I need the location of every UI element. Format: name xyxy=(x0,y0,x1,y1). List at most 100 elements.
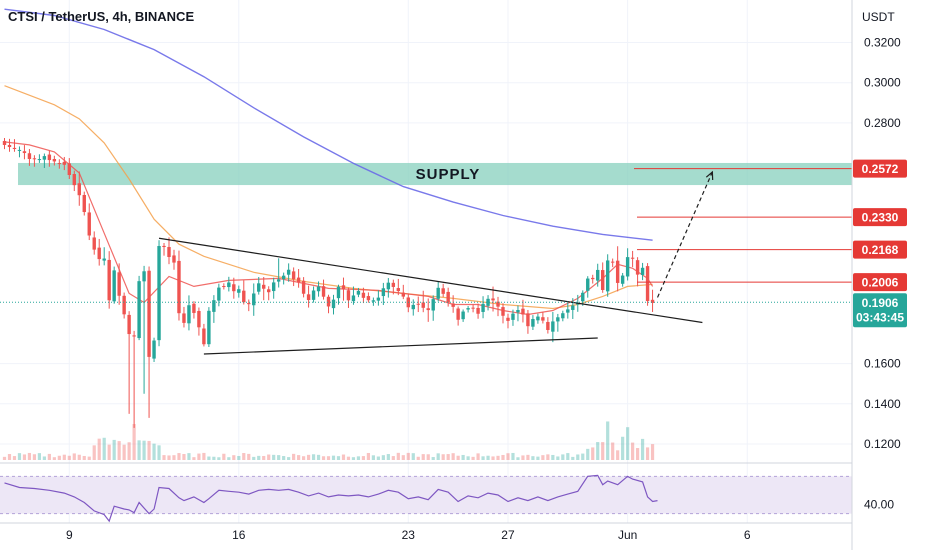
rsi-line[interactable] xyxy=(4,474,658,523)
candle-body[interactable] xyxy=(426,308,430,311)
candle-body[interactable] xyxy=(486,298,490,306)
candle-body[interactable] xyxy=(326,296,331,307)
candle-body[interactable] xyxy=(566,309,570,313)
candle-body[interactable] xyxy=(531,318,535,327)
candle-body[interactable] xyxy=(177,260,181,314)
candle-body[interactable] xyxy=(321,286,326,297)
candle-body[interactable] xyxy=(92,237,96,250)
price-levels[interactable]: 0.2572 0.2330 0.2168 0.2006 xyxy=(634,159,907,292)
candle-body[interactable] xyxy=(237,289,241,293)
candle-body[interactable] xyxy=(481,303,485,312)
candle-body[interactable] xyxy=(42,156,47,160)
candle-body[interactable] xyxy=(356,290,361,295)
candle-body[interactable] xyxy=(2,140,7,145)
candle-body[interactable] xyxy=(27,153,32,159)
candle-body[interactable] xyxy=(346,290,351,301)
candle-body[interactable] xyxy=(122,295,126,315)
candle-body[interactable] xyxy=(341,285,346,290)
candle-body[interactable] xyxy=(227,282,231,288)
candle-body[interactable] xyxy=(276,279,281,282)
candle-body[interactable] xyxy=(72,174,76,186)
candle-body[interactable] xyxy=(242,290,246,303)
candle-body[interactable] xyxy=(296,277,301,283)
candlesticks[interactable] xyxy=(2,137,655,428)
candle-body[interactable] xyxy=(306,294,311,301)
candle-body[interactable] xyxy=(217,287,221,301)
candle-body[interactable] xyxy=(286,269,291,275)
candle-body[interactable] xyxy=(610,261,615,263)
candle-body[interactable] xyxy=(57,163,62,165)
candle-body[interactable] xyxy=(506,317,510,321)
candle-body[interactable] xyxy=(32,158,37,160)
candle-body[interactable] xyxy=(187,305,191,324)
candle-body[interactable] xyxy=(601,270,605,290)
candle-body[interactable] xyxy=(620,275,625,284)
candle-body[interactable] xyxy=(416,303,420,305)
candle-body[interactable] xyxy=(366,296,371,301)
candle-body[interactable] xyxy=(117,272,121,296)
candle-body[interactable] xyxy=(212,300,216,312)
candle-body[interactable] xyxy=(77,183,81,196)
candle-body[interactable] xyxy=(37,159,42,161)
candle-body[interactable] xyxy=(605,260,610,292)
candle-body[interactable] xyxy=(262,284,266,289)
candle-body[interactable] xyxy=(197,310,201,328)
candle-body[interactable] xyxy=(22,151,27,154)
candle-body[interactable] xyxy=(645,266,650,302)
candle-body[interactable] xyxy=(521,308,525,315)
candle-body[interactable] xyxy=(351,295,356,302)
candle-body[interactable] xyxy=(446,291,450,303)
candle-body[interactable] xyxy=(311,290,316,300)
candle-body[interactable] xyxy=(267,289,271,293)
candle-body[interactable] xyxy=(172,255,176,263)
candle-body[interactable] xyxy=(62,161,67,165)
rsi-panel[interactable]: 40.00 xyxy=(0,474,894,523)
candle-body[interactable] xyxy=(511,313,515,320)
candle-body[interactable] xyxy=(441,288,445,294)
candle-body[interactable] xyxy=(591,277,595,280)
candle-body[interactable] xyxy=(17,149,22,151)
candle-body[interactable] xyxy=(52,159,57,162)
candle-body[interactable] xyxy=(561,313,565,319)
candle-body[interactable] xyxy=(635,260,640,275)
candle-body[interactable] xyxy=(451,303,455,307)
candle-body[interactable] xyxy=(162,245,166,248)
candle-body[interactable] xyxy=(301,280,306,294)
candle-body[interactable] xyxy=(67,163,72,175)
candle-body[interactable] xyxy=(431,299,435,311)
candle-body[interactable] xyxy=(316,286,321,292)
candle-body[interactable] xyxy=(182,313,186,323)
candle-body[interactable] xyxy=(476,307,480,314)
candle-body[interactable] xyxy=(516,310,520,313)
candle-body[interactable] xyxy=(640,267,645,275)
candle-body[interactable] xyxy=(381,288,386,297)
candle-body[interactable] xyxy=(167,247,171,257)
candle-body[interactable] xyxy=(491,298,495,301)
candle-body[interactable] xyxy=(581,292,585,302)
candle-body[interactable] xyxy=(496,301,500,307)
candle-body[interactable] xyxy=(87,212,91,236)
candle-body[interactable] xyxy=(331,299,336,309)
candle-body[interactable] xyxy=(97,247,101,260)
candle-body[interactable] xyxy=(536,316,540,321)
candle-body[interactable] xyxy=(391,282,396,287)
candle-body[interactable] xyxy=(361,292,366,298)
candle-body[interactable] xyxy=(586,278,590,291)
candle-body[interactable] xyxy=(82,194,86,213)
candle-body[interactable] xyxy=(376,297,381,301)
candle-body[interactable] xyxy=(471,307,475,309)
trendlines[interactable] xyxy=(158,237,703,355)
candle-body[interactable] xyxy=(541,317,545,321)
candle-body[interactable] xyxy=(291,271,296,280)
candle-body[interactable] xyxy=(630,257,635,259)
candle-body[interactable] xyxy=(401,292,405,297)
candle-body[interactable] xyxy=(436,287,440,299)
candle-body[interactable] xyxy=(142,271,146,282)
candle-body[interactable] xyxy=(257,283,261,292)
candle-body[interactable] xyxy=(102,258,106,261)
candle-body[interactable] xyxy=(271,282,276,292)
candle-body[interactable] xyxy=(596,269,600,281)
candle-body[interactable] xyxy=(12,147,17,149)
candle-body[interactable] xyxy=(247,303,251,305)
